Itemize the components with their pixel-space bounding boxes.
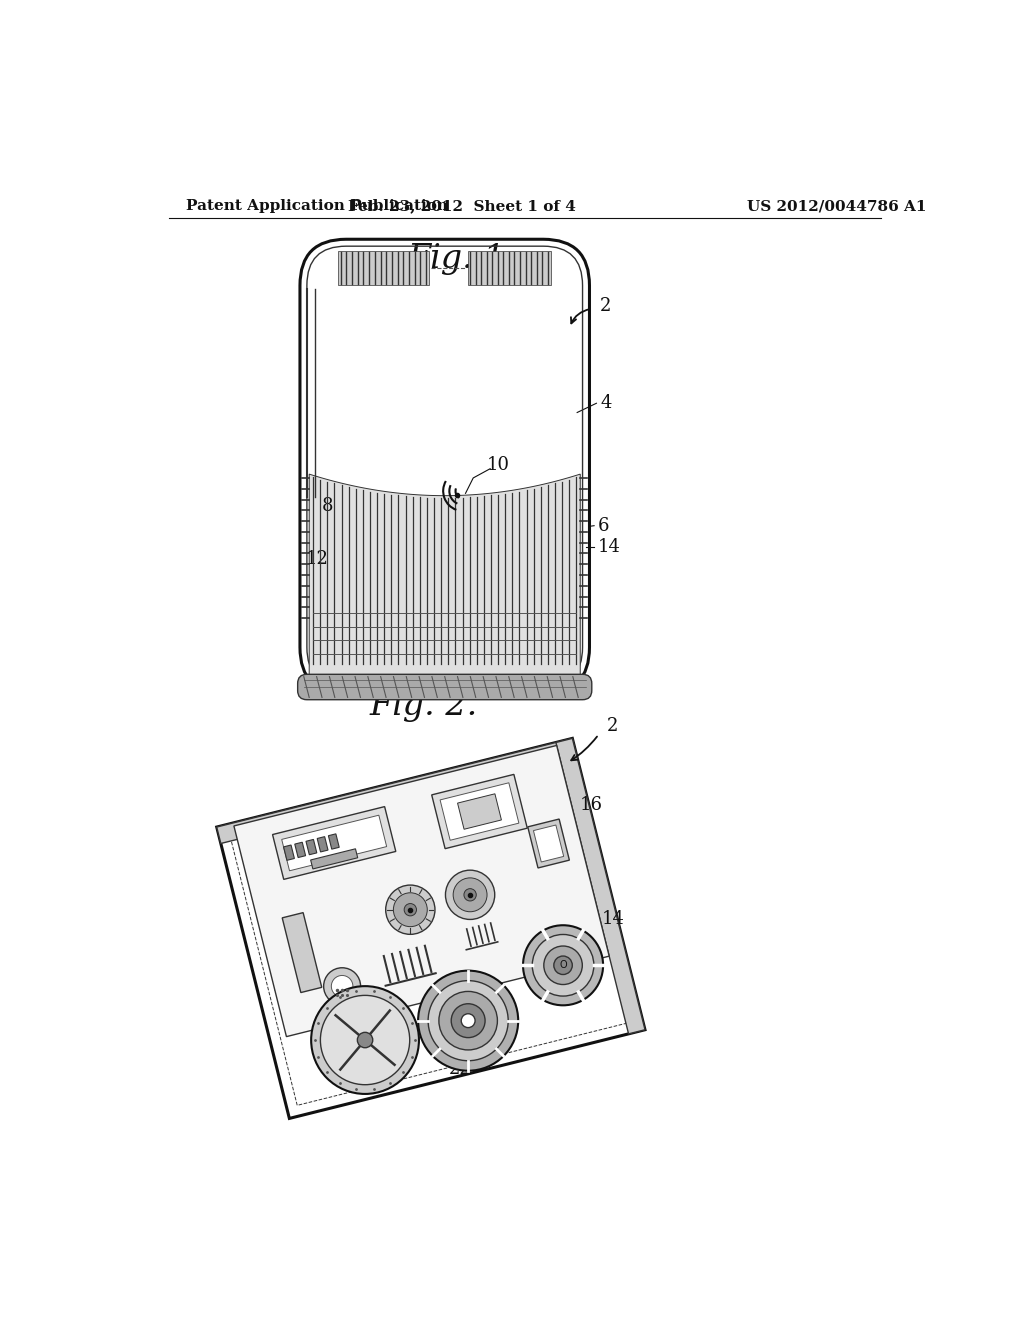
Circle shape [404,904,417,916]
Polygon shape [272,807,396,879]
Text: 16: 16 [580,796,602,814]
Circle shape [311,986,419,1094]
Circle shape [461,1014,475,1027]
Circle shape [357,1032,373,1048]
Circle shape [324,968,360,1005]
Text: Feb. 23, 2012  Sheet 1 of 4: Feb. 23, 2012 Sheet 1 of 4 [348,199,575,213]
Text: 2: 2 [600,297,611,315]
Polygon shape [329,834,339,849]
Circle shape [418,970,518,1071]
Polygon shape [556,738,645,1034]
Polygon shape [309,474,581,678]
Circle shape [544,946,583,985]
Text: 2: 2 [606,717,617,735]
Text: Fig. 1.: Fig. 1. [408,243,516,275]
Circle shape [332,975,353,997]
Circle shape [452,1003,485,1038]
Text: 4: 4 [600,395,611,412]
FancyBboxPatch shape [300,239,590,693]
Polygon shape [527,818,569,869]
Text: 18: 18 [254,857,276,874]
Circle shape [321,995,410,1085]
Bar [339,251,429,285]
Polygon shape [534,825,563,862]
Text: 14: 14 [598,539,621,556]
Circle shape [464,888,476,902]
Polygon shape [317,837,328,851]
Text: Fig. 2.: Fig. 2. [369,689,477,722]
Text: 10: 10 [486,455,509,474]
Text: US 2012/0044786 A1: US 2012/0044786 A1 [746,199,926,213]
Text: Patent Application Publication: Patent Application Publication [186,199,449,213]
Circle shape [454,878,487,912]
Text: 20: 20 [431,838,454,857]
Text: 12: 12 [271,977,294,995]
Text: 8: 8 [322,498,333,515]
Polygon shape [283,912,322,993]
Polygon shape [217,738,645,1118]
Text: O: O [559,960,567,970]
Text: 22: 22 [449,1060,471,1077]
Polygon shape [284,845,294,861]
Text: 6: 6 [598,516,609,535]
Circle shape [393,892,427,927]
Circle shape [439,991,498,1049]
Circle shape [523,925,603,1006]
Circle shape [428,981,508,1061]
Polygon shape [282,816,387,871]
Circle shape [445,870,495,920]
Polygon shape [432,775,527,849]
Circle shape [554,956,572,974]
Polygon shape [233,746,609,1036]
FancyBboxPatch shape [298,675,592,700]
Polygon shape [295,842,305,858]
Circle shape [386,886,435,935]
Bar [468,251,551,285]
Polygon shape [306,840,316,855]
Polygon shape [310,849,357,869]
Text: 14: 14 [602,911,625,928]
Polygon shape [458,793,502,829]
Text: 12: 12 [306,550,329,568]
Polygon shape [217,738,577,843]
Circle shape [532,935,594,997]
Polygon shape [440,783,519,841]
